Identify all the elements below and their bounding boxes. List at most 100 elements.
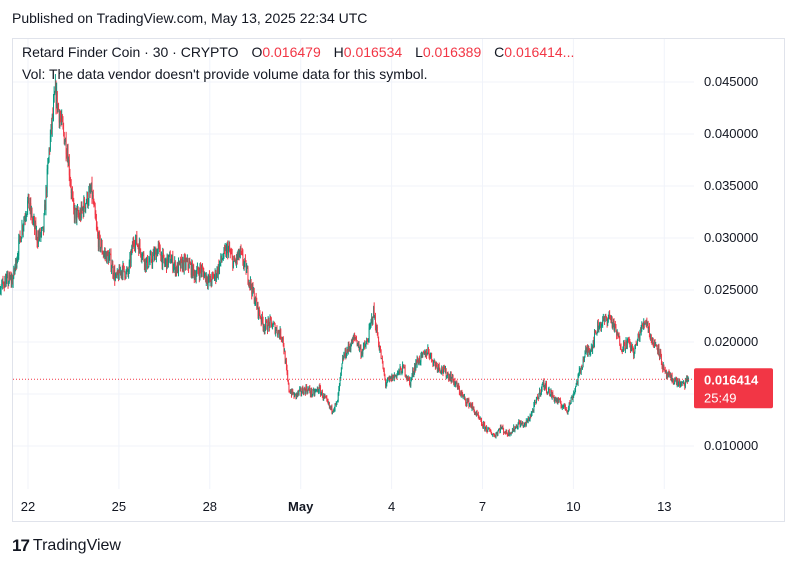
candle-body [476, 412, 477, 415]
candle-body [33, 219, 35, 221]
candle-body [651, 339, 653, 342]
candle-body [620, 346, 622, 351]
candle-body [346, 349, 348, 356]
candle-body [173, 267, 174, 270]
candle-body [667, 374, 669, 378]
candle-body [646, 321, 648, 325]
candle-body [319, 386, 321, 388]
candle-body [458, 385, 460, 389]
candle-body [229, 246, 231, 252]
candle-body [151, 261, 153, 265]
candle-body [128, 261, 130, 272]
candle-body [455, 381, 457, 384]
candle-body [424, 351, 426, 357]
candle-body [428, 351, 430, 357]
candle-body [626, 340, 628, 348]
candle-body [404, 367, 405, 368]
candle-body [537, 398, 539, 400]
low-label: L [415, 44, 423, 60]
candle-body [298, 391, 299, 394]
candle-body [539, 389, 541, 395]
candle-body [161, 255, 163, 266]
candle-body [659, 351, 661, 357]
candle-body [450, 374, 451, 381]
candle-body [270, 318, 272, 323]
candle-body [344, 354, 345, 356]
candle-body [334, 403, 336, 409]
candle-body [214, 271, 216, 277]
candle-body [165, 259, 167, 262]
candle-body [125, 277, 126, 279]
candle-body [170, 262, 172, 264]
candle-body [631, 344, 633, 350]
candle-body [493, 434, 495, 436]
candle-body [597, 321, 599, 330]
candle-body [430, 353, 432, 355]
candle-body [15, 260, 17, 268]
candle-body [172, 255, 174, 270]
candle-body [670, 374, 672, 380]
candle-body [648, 326, 650, 329]
candle-body [676, 378, 677, 385]
candle-body [674, 379, 676, 384]
candle-body [192, 265, 194, 277]
candle-body [392, 375, 393, 381]
candle-body [169, 254, 171, 255]
candle-body [137, 245, 139, 247]
candle-body [458, 388, 460, 393]
candle-body [347, 349, 349, 352]
candle-body [678, 383, 679, 385]
candle-body [650, 335, 652, 338]
candle-body [43, 214, 45, 231]
candle-body [531, 410, 533, 414]
candle-body [506, 430, 508, 435]
candle-body [132, 245, 133, 249]
candle-body [645, 322, 647, 324]
candle-body [158, 244, 160, 246]
candle-body [623, 342, 624, 351]
candle-body [124, 271, 126, 278]
candle-body [66, 154, 68, 157]
candle-body [150, 253, 152, 255]
candle-body [563, 403, 565, 406]
candle-body [210, 276, 212, 282]
candle-body [320, 393, 322, 395]
candle-body [120, 271, 122, 275]
candle-body [250, 280, 251, 286]
tradingview-logo[interactable]: 17 TradingView [12, 536, 121, 556]
symbol-legend: Retard Finder Coin · 30 · CRYPTO O0.0164… [22, 44, 574, 60]
candle-body [448, 376, 450, 380]
candle-body [36, 231, 38, 243]
candle-body [464, 396, 465, 398]
candle-body [654, 341, 656, 346]
candle-body [278, 330, 280, 334]
candle-body [265, 320, 267, 327]
candle-body [437, 368, 439, 371]
candle-body [186, 258, 188, 262]
candle-body [638, 335, 640, 340]
candle-body [583, 357, 585, 362]
candle-body [419, 358, 421, 363]
candle-body [237, 255, 239, 260]
high-value: 0.016534 [343, 44, 403, 60]
candle-body [587, 348, 589, 353]
candle-body [79, 212, 81, 220]
candle-body [218, 264, 220, 272]
candle-body [102, 253, 104, 255]
candle-body [402, 364, 404, 366]
y-tick-label: 0.025000 [704, 282, 758, 297]
candle-body [266, 321, 268, 330]
candle-body [249, 282, 251, 286]
candle-body [591, 347, 593, 351]
candle-body [12, 278, 13, 284]
candle-body [83, 199, 85, 215]
candle-body [304, 389, 306, 394]
candle-body [201, 267, 203, 273]
candle-body [245, 260, 247, 273]
candle-body [78, 214, 80, 216]
candle-body [457, 385, 459, 390]
candle-body [123, 264, 124, 266]
candle-body [7, 274, 9, 285]
candle-body [168, 254, 170, 259]
